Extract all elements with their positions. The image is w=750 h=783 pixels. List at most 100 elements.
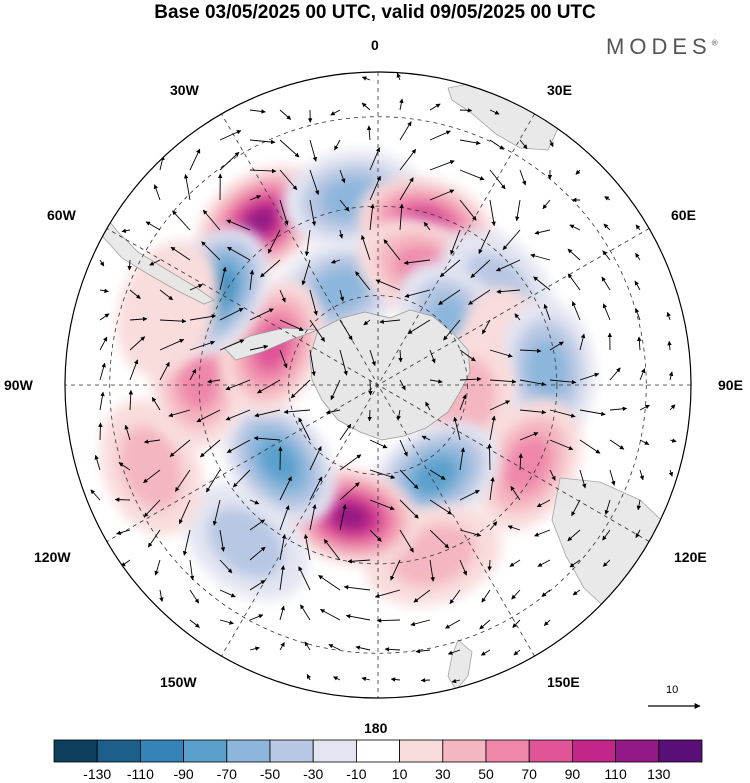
anomaly-center	[116, 240, 219, 377]
wind-arrow-icon	[639, 469, 644, 481]
wind-arrow-icon	[383, 239, 401, 261]
wind-arrow-icon	[338, 229, 344, 239]
wind-arrow-icon	[124, 424, 131, 441]
wind-arrow-icon	[279, 533, 287, 561]
wind-arrow-icon	[267, 229, 281, 254]
wind-arrow-icon	[451, 678, 461, 684]
wind-arrow-icon	[384, 647, 401, 652]
wind-arrow-icon	[339, 199, 350, 212]
wind-arrow-icon	[303, 533, 311, 561]
wind-arrow-icon	[309, 446, 322, 471]
wind-arrow-icon	[279, 642, 285, 651]
colorbar-tick-label: 90	[564, 766, 581, 782]
wind-arrow-icon	[339, 454, 362, 471]
wind-arrow-icon	[226, 219, 251, 231]
wind-arrow-icon	[219, 589, 236, 598]
wind-arrow-icon	[398, 349, 403, 363]
wind-arrow-icon	[249, 195, 262, 201]
lon-label-60w: 60W	[47, 207, 76, 223]
brand-name: MODES	[606, 34, 712, 59]
wind-arrow-icon	[496, 289, 521, 294]
wind-arrow-icon	[369, 439, 388, 449]
wind-arrow-icon	[143, 469, 161, 484]
modes-logo: MODES®	[606, 34, 718, 60]
colorbar-tick-label: -90	[173, 766, 194, 782]
wind-arrow-icon	[345, 614, 371, 621]
wind-arrow-icon	[425, 401, 431, 411]
wind-arrow-icon	[519, 139, 528, 150]
wind-arrow-icon	[309, 169, 320, 196]
wind-arrow-icon	[420, 678, 431, 683]
wind-arrow-icon	[279, 565, 286, 591]
lon-label-90e: 90E	[718, 377, 743, 393]
wind-arrow-icon	[449, 589, 461, 605]
wind-arrow-icon	[363, 319, 371, 326]
wind-arrow-icon	[579, 469, 587, 489]
wind-arrow-icon	[579, 372, 600, 381]
wind-arrow-icon	[542, 199, 551, 210]
wind-arrow-icon	[519, 348, 542, 354]
wind-arrow-icon	[225, 409, 251, 421]
wind-arrow-icon	[99, 391, 105, 411]
wind-arrow-icon	[279, 139, 300, 158]
colorbar-swatch	[658, 739, 703, 763]
wind-arrow-icon	[175, 469, 191, 492]
colorbar-swatch	[183, 739, 228, 763]
wind-arrow-icon	[666, 311, 671, 321]
wind-arrow-icon	[226, 246, 251, 261]
wind-arrow-icon	[429, 130, 451, 141]
wind-arrow-icon	[320, 608, 341, 621]
wind-arrow-icon	[579, 333, 586, 351]
wind-arrow-icon	[530, 253, 551, 261]
wind-arrow-icon	[343, 585, 371, 591]
wind-arrow-icon	[298, 566, 311, 591]
wind-arrow-icon	[634, 307, 641, 321]
wind-arrow-icon	[489, 199, 496, 227]
wind-arrow-icon	[301, 259, 311, 286]
anomaly-contour	[259, 440, 300, 484]
wind-arrow-icon	[304, 641, 311, 651]
wind-arrow-icon	[249, 499, 260, 505]
wind-arrow-icon	[567, 248, 581, 261]
latitude-circle	[109, 116, 647, 654]
wind-arrow-icon	[415, 648, 431, 654]
wind-arrow-icon	[254, 409, 281, 418]
lon-label-180: 180	[364, 720, 388, 736]
wind-arrow-icon	[339, 504, 347, 531]
wind-arrow-icon	[511, 589, 521, 600]
wind-arrow-icon	[249, 646, 260, 651]
wind-arrow-icon	[369, 529, 382, 542]
wind-arrow-icon	[390, 677, 401, 682]
wind-arrow-icon	[609, 469, 616, 486]
colorbar-tick-label: -70	[216, 766, 237, 782]
wind-arrow-icon	[298, 417, 311, 441]
wind-arrow-icon	[495, 259, 521, 272]
colorbar-swatch	[96, 739, 141, 763]
colorbar-swatch	[226, 739, 271, 763]
colorbar-swatch	[312, 739, 357, 763]
wind-arrow-icon	[145, 221, 161, 231]
wind-arrow-icon	[481, 589, 491, 603]
anomaly-contour	[119, 425, 183, 510]
wind-arrow-icon	[459, 169, 485, 181]
wind-arrow-icon	[543, 619, 551, 626]
graticule	[65, 72, 691, 698]
wind-arrow-icon	[667, 340, 672, 351]
wind-arrow-icon	[361, 76, 371, 81]
wind-arrow-icon	[219, 307, 244, 321]
wind-arrow-icon	[355, 645, 371, 651]
lon-label-30w: 30W	[170, 82, 199, 98]
wind-arrow-icon	[189, 368, 197, 381]
wind-arrow-icon	[369, 203, 375, 231]
wind-arrow-icon	[249, 139, 276, 145]
wind-arrow-icon	[429, 189, 455, 201]
wind-arrow-icon	[375, 279, 401, 291]
wind-arrow-icon	[249, 269, 255, 291]
lon-label-150w: 150W	[160, 674, 197, 690]
wind-arrow-icon	[487, 559, 492, 571]
anomaly-center	[222, 399, 337, 525]
wind-arrow-icon	[515, 199, 521, 222]
colorbar-tick-label: -10	[346, 766, 367, 782]
wind-arrow-icon	[99, 313, 110, 321]
